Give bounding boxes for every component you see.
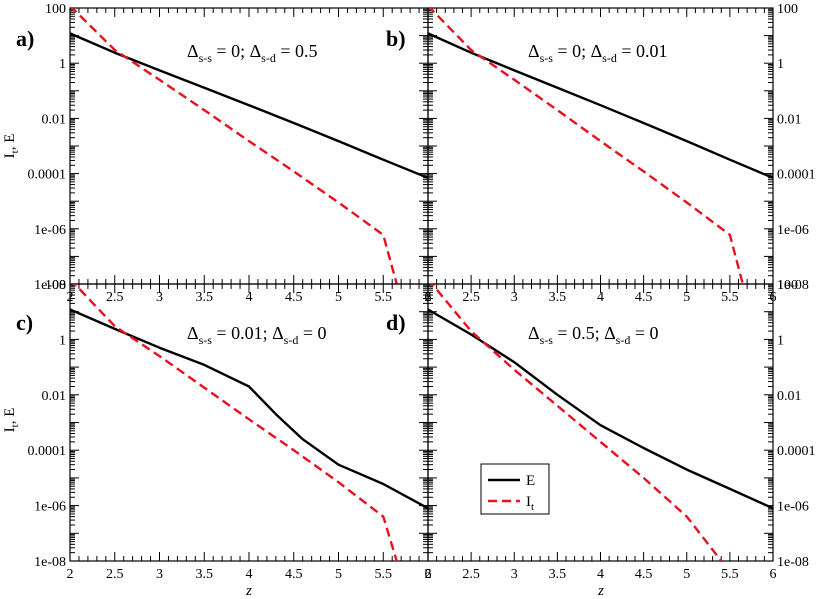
x-tick-label: 6 (770, 567, 777, 582)
panel-c: 2 2.5 3 3.5 4 4.5 5 5.5 6 100 1 0.01 0.0001 1e-06 1e-0… (16, 278, 432, 582)
x-tick-label: 3 (511, 567, 518, 582)
y-tick-label: 1e-06 (34, 223, 66, 238)
x-tick-label: 4.5 (635, 290, 653, 305)
x-axis-title: z (245, 583, 252, 599)
y-tick-label: 100 (777, 2, 798, 17)
panel-annotation: Δs-s = 0; Δs-d = 0.5 (187, 41, 317, 65)
panel-annotation: Δs-s = 0.5; Δs-d = 0 (528, 323, 658, 347)
y-tick-label: 0.01 (777, 389, 802, 404)
x-tick-label: 5 (683, 567, 690, 582)
x-tick-label: 3.5 (196, 290, 214, 305)
x-tick-label: 4.5 (285, 567, 303, 582)
y-tick-label: 0.01 (777, 112, 802, 127)
x-tick-label: 4.5 (285, 290, 303, 305)
legend-label: E (526, 473, 535, 489)
y-tick-label: 1e-06 (777, 500, 809, 515)
legend: E It (480, 463, 550, 515)
x-tick-label: 5 (335, 567, 342, 582)
y-tick-label: 0.0001 (777, 444, 816, 459)
panel-letter: b) (386, 26, 406, 51)
y-tick-label: 1 (777, 57, 784, 72)
x-tick-label: 5.5 (375, 567, 393, 582)
y-tick-label: 1 (777, 333, 784, 348)
panel-d: 2 2.5 3 3.5 4 4.5 5 5.5 6 100 1 0.01 0.0001 1e-06 1e-0… (386, 278, 816, 582)
x-tick-label: 2.5 (462, 567, 480, 582)
y-tick-label: 1 (59, 57, 66, 72)
x-tick-label: 5.5 (375, 290, 393, 305)
x-tick-label: 3 (156, 290, 163, 305)
x-tick-label: 3 (511, 290, 518, 305)
legend-label: It (526, 494, 534, 513)
x-tick-label: 5 (335, 290, 342, 305)
y-tick-label: 0.01 (42, 112, 67, 127)
y-tick-label: 100 (45, 2, 66, 17)
series-line-It (73, 284, 398, 561)
y-tick-label: 1e-08 (34, 278, 66, 293)
panel-a: 2 2.5 3 3.5 4 4.5 5 5.5 610010.010.00011e-061e-0… (16, 2, 432, 305)
series-line-It (430, 284, 723, 561)
series-line-It (70, 8, 398, 284)
panel-annotation: Δs-s = 0.01; Δs-d = 0 (187, 323, 326, 347)
y-tick-label: 1e-06 (34, 500, 66, 515)
x-axis-title: z (597, 583, 604, 599)
x-tick-label: 3.5 (549, 567, 567, 582)
series-group (428, 8, 773, 284)
x-tick-label: 5.5 (721, 290, 739, 305)
x-tick-label: 2.5 (462, 290, 480, 305)
y-tick-label: 1 (59, 333, 66, 348)
x-tick-label: 4 (246, 290, 253, 305)
series-group (70, 284, 428, 561)
y-tick-label: 0.0001 (28, 444, 67, 459)
series-group (70, 8, 428, 284)
x-tick-label: 3.5 (196, 567, 214, 582)
x-tick-label: 2 (67, 567, 74, 582)
legend-box (480, 463, 550, 515)
x-tick-label: 4 (246, 567, 253, 582)
y-tick-label: 0.0001 (28, 168, 67, 183)
y-tick-label: 1e-08 (34, 555, 66, 570)
panel-letter: d) (386, 310, 406, 335)
y-axis-title: It, E (2, 408, 21, 433)
y-tick-label: 1e-06 (777, 223, 809, 238)
series-group (428, 284, 773, 561)
x-tick-label: 3 (156, 567, 163, 582)
y-tick-label: 100 (777, 278, 798, 293)
x-tick-label: 2.5 (106, 567, 124, 582)
panel-annotation: Δs-s = 0; Δs-d = 0.01 (528, 41, 667, 65)
y-tick-label: 0.0001 (777, 168, 816, 183)
panel-b: 2 2.5 3 3.5 4 4.5 5 5.5 610010.010.00011e-061e-0… (386, 2, 816, 305)
y-axis-title: It, E (2, 134, 21, 159)
x-tick-label: 4.5 (635, 567, 653, 582)
panel-letter: a) (16, 26, 34, 51)
x-tick-label: 4 (597, 290, 604, 305)
x-tick-label: 2 (425, 567, 432, 582)
x-tick-label: 6 (425, 567, 432, 582)
series-line-E (70, 308, 428, 510)
series-line-E (70, 32, 428, 180)
y-tick-label: 0.01 (42, 389, 67, 404)
x-tick-label: 5 (683, 290, 690, 305)
panel-letter: c) (16, 310, 33, 335)
x-tick-label: 4 (597, 567, 604, 582)
y-tick-label: 1e-08 (777, 278, 809, 293)
y-tick-label: 1e-08 (777, 555, 809, 570)
y-tick-label: 100 (45, 278, 66, 293)
x-tick-label: 3.5 (549, 290, 567, 305)
x-tick-label: 2.5 (106, 290, 124, 305)
x-tick-label: 5.5 (721, 567, 739, 582)
